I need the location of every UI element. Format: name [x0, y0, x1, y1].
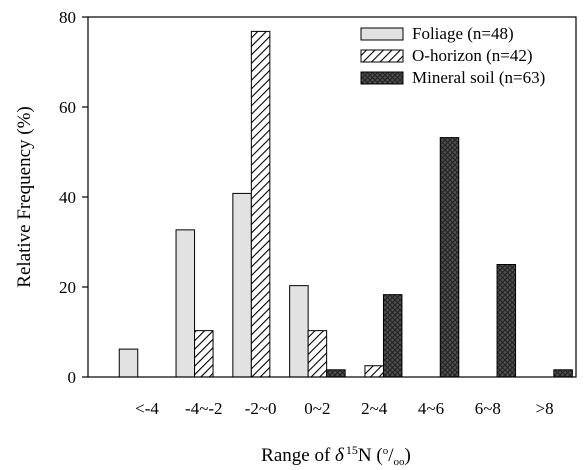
- y-tick-label: 60: [59, 98, 76, 117]
- x-tick-label: 4~6: [418, 399, 444, 418]
- bars-group: [118, 30, 573, 378]
- x-axis-title-superscript: 15: [346, 443, 358, 457]
- x-axis-title-element: N (: [358, 445, 383, 466]
- bar-o-horizon: [194, 330, 214, 378]
- bar-foliage: [232, 192, 252, 378]
- bar-mineral-soil: [326, 369, 346, 378]
- legend-swatch-mineral-soil: [360, 71, 404, 85]
- y-tick-label: 80: [59, 8, 76, 27]
- bar-mineral-soil: [382, 294, 403, 378]
- legend: Foliage (n=48) O-horizon (n=42) Mineral so…: [360, 24, 545, 87]
- y-tick-label: 0: [68, 368, 77, 387]
- bar-foliage: [175, 229, 196, 378]
- x-axis-title-delta: δ: [335, 445, 345, 466]
- x-axis-title-unit-den: oo: [393, 456, 405, 468]
- x-tick-label: 6~8: [475, 399, 501, 418]
- legend-label-o-horizon: O-horizon (n=42): [412, 46, 533, 65]
- bar-o-horizon: [307, 330, 328, 378]
- x-tick-label: -2~0: [245, 399, 277, 418]
- bar-mineral-soil: [496, 264, 517, 378]
- bar-mineral-soil: [553, 369, 573, 378]
- x-tick-label: -4~-2: [185, 399, 223, 418]
- legend-label-foliage: Foliage (n=48): [412, 24, 514, 43]
- x-axis-title-suffix: ): [404, 445, 410, 466]
- y-tick-label: 40: [59, 188, 76, 207]
- x-tick-label: <-4: [135, 399, 159, 418]
- bar-o-horizon: [250, 30, 271, 378]
- y-tick-label: 20: [59, 278, 76, 297]
- x-axis-title-prefix: Range of: [261, 445, 335, 466]
- x-axis-title: Range of δ 15N (o/oo): [261, 443, 411, 468]
- x-axis-title-slash: /: [388, 445, 394, 466]
- bar-o-horizon: [364, 365, 384, 378]
- x-axis-tick-labels: <-4 -4~-2 -2~0 0~2 2~4 4~6 6~8 >8: [135, 399, 554, 418]
- bar-mineral-soil: [439, 137, 460, 378]
- legend-swatch-foliage: [360, 27, 404, 41]
- legend-swatch-o-horizon: [360, 49, 404, 63]
- bar-foliage: [289, 285, 309, 378]
- y-axis-ticks: 0 20 40 60 80: [59, 8, 88, 387]
- plot-area: 0 20 40 60 80 <-4 -4~-2 -2~0 0~2 2~4 4~6 6~8 >8: [59, 8, 577, 418]
- x-axis-title-unit-num: o: [383, 445, 389, 457]
- bar-foliage: [118, 348, 139, 378]
- y-axis-title: Relative Frequency (%): [14, 106, 35, 287]
- x-tick-label: 0~2: [304, 399, 330, 418]
- x-tick-label: >8: [536, 399, 554, 418]
- legend-label-mineral-soil: Mineral soil (n=63): [412, 68, 545, 87]
- x-tick-label: 2~4: [361, 399, 388, 418]
